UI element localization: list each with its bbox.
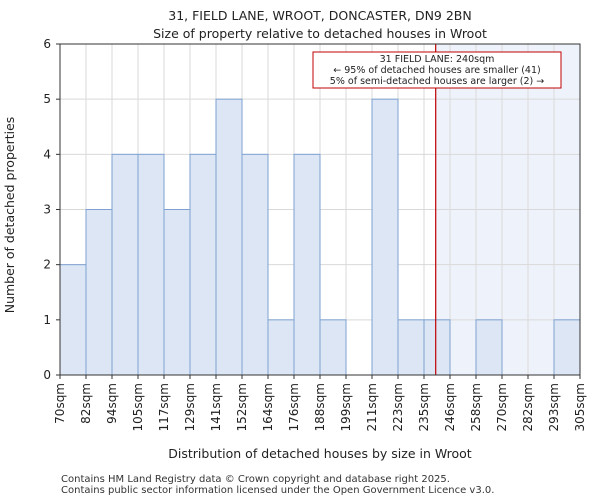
y-tick-label: 5 xyxy=(43,92,51,106)
x-tick-label: 188sqm xyxy=(313,383,327,431)
x-tick-label: 305sqm xyxy=(573,383,587,431)
bar xyxy=(241,153,269,376)
x-tick-label: 152sqm xyxy=(235,383,249,431)
annotation-line-3: 5% of semi-detached houses are larger (2… xyxy=(330,76,544,87)
x-axis-label: Distribution of detached houses by size … xyxy=(168,446,472,461)
bar xyxy=(85,209,113,376)
x-tick-label: 164sqm xyxy=(261,383,275,431)
bar xyxy=(293,153,321,376)
x-tick-label: 223sqm xyxy=(391,383,405,431)
x-tick-label: 176sqm xyxy=(287,383,301,431)
y-axis-label: Number of detached properties xyxy=(2,117,17,314)
x-tick-label: 70sqm xyxy=(53,383,67,424)
bar xyxy=(423,319,451,376)
y-tick-label: 2 xyxy=(43,258,51,272)
bar xyxy=(397,319,425,376)
x-tick-label: 235sqm xyxy=(417,383,431,431)
y-ticks: 0 1 2 3 4 5 6 xyxy=(43,37,60,382)
bar xyxy=(267,319,295,376)
x-tick-label: 105sqm xyxy=(131,383,145,431)
x-ticks: 70sqm 82sqm 94sqm 105sqm 117sqm 129sqm 141sqm 1… xyxy=(53,375,587,431)
x-tick-label: 94sqm xyxy=(105,383,119,424)
bar xyxy=(59,264,87,376)
bar xyxy=(111,153,139,376)
x-tick-label: 82sqm xyxy=(79,383,93,424)
x-tick-label: 270sqm xyxy=(495,383,509,431)
annotation-box: 31 FIELD LANE: 240sqm ← 95% of detached … xyxy=(312,51,562,89)
x-tick-label: 129sqm xyxy=(183,383,197,431)
footer-copyright: Contains HM Land Registry data © Crown c… xyxy=(61,474,450,485)
chart-subtitle: Size of property relative to detached ho… xyxy=(153,26,487,41)
x-tick-label: 211sqm xyxy=(365,383,379,431)
bar xyxy=(319,319,347,376)
bar xyxy=(215,98,243,376)
bar xyxy=(137,153,165,376)
annotation-frame xyxy=(312,51,562,89)
bar xyxy=(475,319,503,376)
bar xyxy=(163,209,191,376)
x-tick-label: 117sqm xyxy=(157,383,171,431)
x-tick-label: 258sqm xyxy=(469,383,483,431)
annotation-line-2: ← 95% of detached houses are smaller (41… xyxy=(333,65,540,76)
y-tick-label: 3 xyxy=(43,203,51,217)
annotation-line-1: 31 FIELD LANE: 240sqm xyxy=(380,54,495,65)
footer-licence: Contains public sector information licen… xyxy=(61,485,495,496)
y-tick-label: 4 xyxy=(43,147,51,161)
chart-title: 31, FIELD LANE, WROOT, DONCASTER, DN9 2B… xyxy=(168,8,471,23)
x-tick-label: 141sqm xyxy=(209,383,223,431)
x-tick-label: 293sqm xyxy=(547,383,561,431)
bar xyxy=(189,153,217,376)
y-tick-label: 0 xyxy=(43,368,51,382)
x-tick-label: 246sqm xyxy=(443,383,457,431)
x-tick-label: 199sqm xyxy=(339,383,353,431)
bars xyxy=(59,98,581,376)
y-tick-label: 6 xyxy=(43,37,51,51)
y-tick-label: 1 xyxy=(43,313,51,327)
bar xyxy=(371,98,399,376)
bar xyxy=(553,319,581,376)
x-tick-label: 282sqm xyxy=(521,383,535,431)
